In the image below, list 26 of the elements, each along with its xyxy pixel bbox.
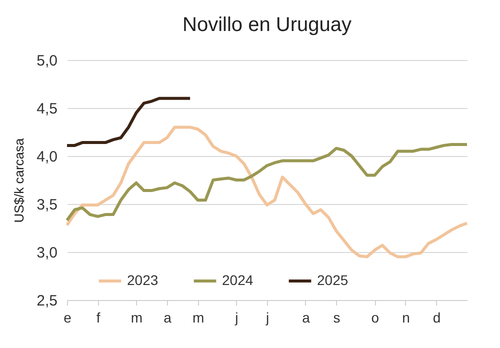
y-axis-title: US$/k carcasa xyxy=(12,137,27,223)
x-tick-label: a xyxy=(164,310,172,326)
y-tick-label: 3,5 xyxy=(36,196,58,214)
chart-title: Novillo en Uruguay xyxy=(182,14,352,36)
x-tick-label: o xyxy=(371,310,380,326)
line-series xyxy=(66,142,468,222)
y-tick-label: 3,0 xyxy=(36,244,58,262)
x-tick-label: j xyxy=(234,310,238,326)
x-tick-label: s xyxy=(333,310,340,326)
x-tick-label: f xyxy=(96,310,100,326)
x-tick-label: j xyxy=(264,310,270,326)
line-series xyxy=(66,96,192,147)
legend-label: 2024 xyxy=(222,272,254,288)
y-tick-label: 4,0 xyxy=(36,148,58,166)
y-tick-label: 2,5 xyxy=(36,292,58,310)
line-series xyxy=(66,126,468,258)
x-tick-label: d xyxy=(432,310,441,326)
x-tick-label: m xyxy=(192,310,204,326)
y-tick-label: 4,5 xyxy=(36,100,58,118)
x-tick-label: n xyxy=(402,310,410,326)
x-tick-label: e xyxy=(64,310,72,326)
y-tick-label: 5,0 xyxy=(36,52,58,70)
x-tick-label: a xyxy=(302,310,310,326)
legend-label: 2025 xyxy=(317,272,348,288)
x-tick-label: m xyxy=(130,310,143,326)
legend-label: 2023 xyxy=(127,272,158,288)
